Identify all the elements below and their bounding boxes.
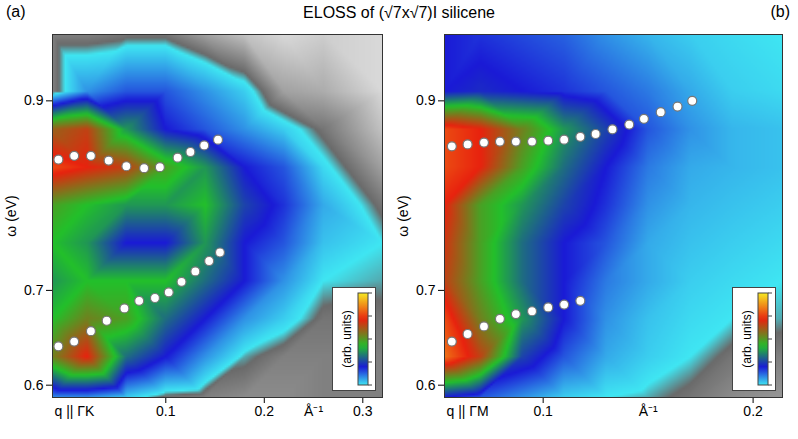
svg-text:q || ΓK: q || ΓK [55,403,96,419]
svg-text:Å⁻¹: Å⁻¹ [304,403,323,419]
svg-text:0.6: 0.6 [24,377,44,393]
html-text:ELOSS of (√7x√7)I silicene: ELOSS of (√7x√7)I silicene [303,4,495,21]
html-text:(b): (b) [770,3,790,20]
svg-text:q || ΓM: q || ΓM [447,403,489,419]
svg-text:Å⁻¹: Å⁻¹ [639,403,658,419]
svg-text:0.7: 0.7 [24,282,44,298]
svg-text:0.6: 0.6 [416,377,436,393]
svg-text:0.1: 0.1 [533,403,553,419]
svg-text:0.9: 0.9 [416,92,436,108]
svg-text:(arb. units): (arb. units) [740,310,754,367]
svg-text:0.2: 0.2 [743,403,763,419]
html-text:(a): (a) [6,3,26,20]
svg-text:0.7: 0.7 [416,282,436,298]
svg-text:0.9: 0.9 [24,92,44,108]
svg-text:ω (eV): ω (eV) [3,195,19,236]
svg-text:0.2: 0.2 [255,403,275,419]
svg-text:0.1: 0.1 [156,403,176,419]
svg-text:ω (eV): ω (eV) [395,195,411,236]
svg-text:0.3: 0.3 [353,403,373,419]
svg-text:(arb. units): (arb. units) [340,310,354,367]
